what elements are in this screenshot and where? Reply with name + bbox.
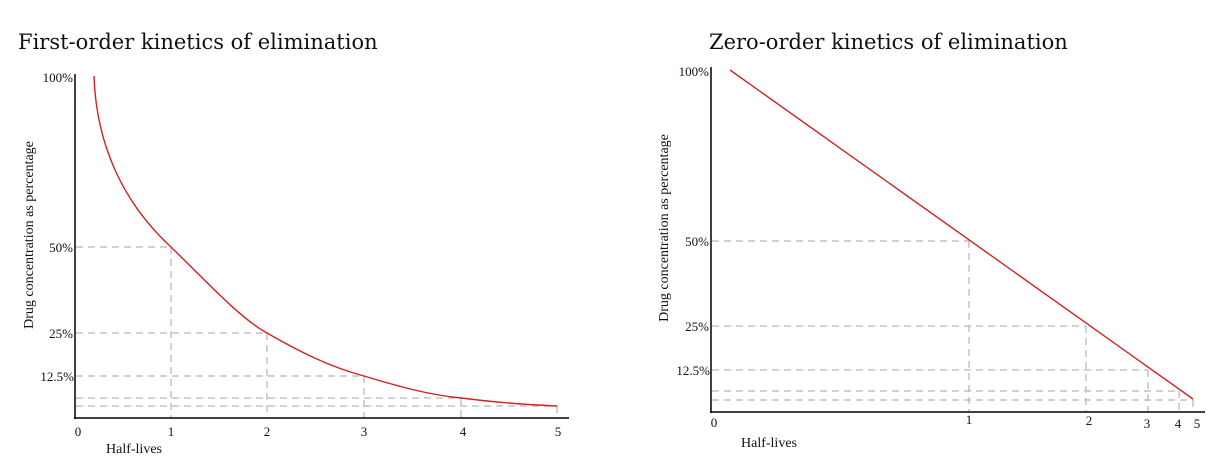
x-tick-5: 5 — [1194, 416, 1201, 431]
y-tick-100: 100% — [43, 70, 74, 85]
reference-lines — [712, 240, 1194, 412]
y-tick-100: 100% — [679, 64, 710, 79]
y-tick-50: 50% — [49, 240, 73, 255]
x-tick-4: 4 — [1175, 416, 1182, 431]
zero-order-chart: 100% 50% 25% 12.5% 0 1 2 3 4 5 Half-live… — [657, 64, 1205, 451]
y-tick-25: 25% — [685, 319, 709, 334]
x-tick-3: 3 — [1144, 416, 1151, 431]
y-tick-12-5: 12.5% — [40, 369, 74, 384]
x-tick-3: 3 — [361, 424, 368, 439]
x-tick-0: 0 — [711, 415, 718, 430]
x-tick-1: 1 — [168, 424, 175, 439]
y-axis-label: Drug concentration as percentage — [22, 141, 37, 329]
first-order-chart: 100% 50% 25% 12.5% 0 1 2 3 4 5 Half-live… — [22, 70, 569, 457]
y-tick-25: 25% — [49, 326, 73, 341]
x-tick-2: 2 — [1086, 413, 1093, 428]
x-tick-2: 2 — [264, 424, 271, 439]
first-order-curve — [93, 75, 558, 407]
x-tick-1: 1 — [966, 412, 973, 427]
y-tick-50: 50% — [685, 234, 709, 249]
x-tick-4: 4 — [460, 424, 467, 439]
x-axis-label: Half-lives — [741, 436, 797, 451]
y-tick-12-5: 12.5% — [676, 363, 710, 378]
zero-order-chart-title: Zero-order kinetics of elimination — [709, 30, 1068, 54]
x-tick-5: 5 — [555, 424, 562, 439]
first-order-chart-title: First-order kinetics of elimination — [18, 30, 378, 54]
y-axis-label: Drug concentration as percentage — [657, 134, 672, 322]
x-tick-0: 0 — [75, 424, 82, 439]
reference-lines — [76, 246, 558, 418]
zero-order-line — [729, 69, 1194, 400]
x-axis-label: Half-lives — [106, 442, 162, 457]
